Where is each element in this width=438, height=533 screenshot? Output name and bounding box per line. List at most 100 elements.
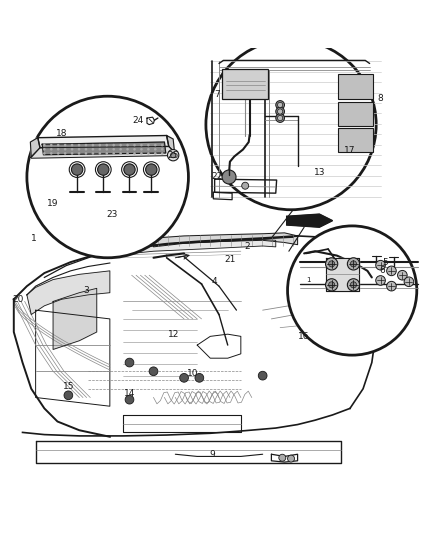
Text: 9: 9	[209, 450, 215, 459]
Circle shape	[113, 144, 115, 147]
Circle shape	[57, 148, 60, 151]
Polygon shape	[326, 258, 359, 290]
Circle shape	[347, 279, 360, 291]
Text: 17: 17	[344, 146, 356, 155]
Text: 14: 14	[124, 389, 135, 398]
Text: 20: 20	[12, 295, 24, 304]
Circle shape	[170, 152, 176, 158]
Circle shape	[43, 152, 46, 155]
Text: 3: 3	[83, 286, 89, 295]
Circle shape	[125, 395, 134, 404]
Circle shape	[288, 455, 294, 462]
Circle shape	[125, 358, 134, 367]
Circle shape	[98, 164, 109, 175]
Text: 7: 7	[214, 90, 220, 99]
Circle shape	[71, 148, 74, 151]
Circle shape	[99, 144, 101, 147]
Circle shape	[154, 144, 157, 147]
Circle shape	[325, 279, 338, 291]
Circle shape	[258, 372, 267, 380]
Circle shape	[133, 152, 136, 155]
Circle shape	[124, 164, 135, 175]
Polygon shape	[30, 138, 40, 157]
Polygon shape	[97, 239, 276, 257]
Polygon shape	[30, 147, 174, 158]
Circle shape	[279, 454, 286, 461]
Text: 1: 1	[306, 277, 311, 283]
Circle shape	[161, 144, 163, 147]
Circle shape	[64, 144, 67, 147]
Circle shape	[328, 282, 335, 288]
Circle shape	[161, 148, 163, 151]
Circle shape	[99, 152, 101, 155]
Circle shape	[71, 144, 74, 147]
Polygon shape	[38, 135, 169, 148]
Circle shape	[347, 258, 360, 270]
Text: 4: 4	[212, 277, 217, 286]
Circle shape	[92, 152, 94, 155]
Circle shape	[119, 152, 122, 155]
Text: 15: 15	[63, 382, 74, 391]
Circle shape	[278, 102, 283, 108]
Circle shape	[350, 282, 357, 288]
Circle shape	[78, 152, 80, 155]
Circle shape	[278, 116, 283, 120]
Text: 10: 10	[187, 369, 198, 378]
Polygon shape	[42, 142, 166, 155]
Circle shape	[387, 266, 396, 276]
Circle shape	[328, 261, 335, 267]
Circle shape	[113, 152, 115, 155]
Circle shape	[140, 144, 143, 147]
Circle shape	[126, 144, 129, 147]
Circle shape	[85, 152, 87, 155]
Circle shape	[126, 148, 129, 151]
Polygon shape	[287, 214, 332, 227]
Text: 23: 23	[106, 209, 118, 219]
Circle shape	[64, 152, 67, 155]
Polygon shape	[166, 135, 174, 152]
Text: 21: 21	[224, 255, 236, 264]
Text: 19: 19	[47, 199, 59, 208]
Circle shape	[133, 148, 136, 151]
Circle shape	[161, 152, 163, 155]
Circle shape	[350, 261, 357, 267]
Circle shape	[325, 258, 338, 270]
Circle shape	[57, 144, 60, 147]
Circle shape	[376, 276, 385, 285]
Text: 12: 12	[167, 330, 179, 338]
Circle shape	[71, 164, 83, 175]
Circle shape	[92, 144, 94, 147]
Circle shape	[146, 164, 157, 175]
Circle shape	[92, 148, 94, 151]
Circle shape	[133, 144, 136, 147]
Circle shape	[64, 391, 73, 400]
Circle shape	[126, 152, 129, 155]
Circle shape	[140, 148, 143, 151]
Circle shape	[99, 148, 101, 151]
Circle shape	[222, 170, 236, 184]
FancyBboxPatch shape	[223, 69, 268, 99]
Circle shape	[147, 152, 150, 155]
Circle shape	[387, 281, 396, 291]
Text: 25: 25	[167, 151, 179, 160]
Circle shape	[106, 152, 108, 155]
Circle shape	[50, 148, 53, 151]
Circle shape	[147, 144, 150, 147]
Circle shape	[195, 374, 204, 382]
Circle shape	[71, 152, 74, 155]
FancyBboxPatch shape	[338, 102, 373, 126]
Circle shape	[119, 144, 122, 147]
Circle shape	[154, 152, 157, 155]
Circle shape	[50, 144, 53, 147]
Text: 13: 13	[314, 168, 325, 177]
Circle shape	[106, 144, 108, 147]
Circle shape	[404, 277, 414, 287]
Circle shape	[43, 144, 46, 147]
Circle shape	[50, 152, 53, 155]
Circle shape	[278, 109, 283, 114]
Circle shape	[242, 182, 249, 189]
Circle shape	[167, 149, 179, 161]
Circle shape	[106, 148, 108, 151]
Circle shape	[276, 114, 285, 123]
Polygon shape	[153, 233, 297, 247]
